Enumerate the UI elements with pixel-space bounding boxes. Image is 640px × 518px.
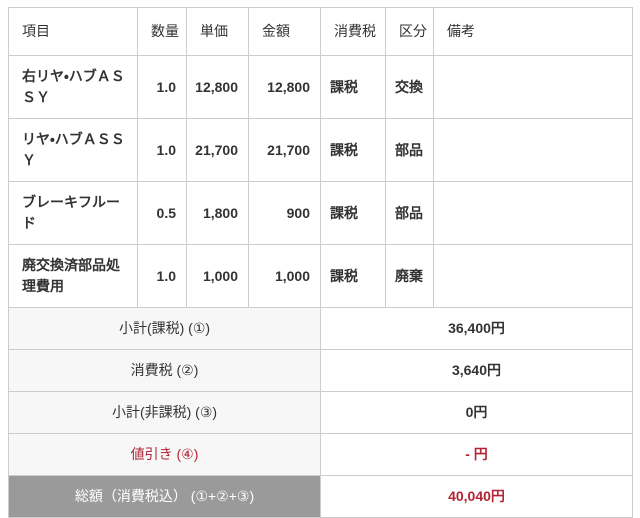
- table-row: 右リヤ・ハブＡＳＳＹ 1.0 12,800 12,800 課税 交換: [8, 55, 633, 119]
- cell-amount: 12,800: [248, 55, 321, 119]
- summary-value: - 円: [320, 433, 633, 476]
- cell-tax: 課税: [320, 181, 386, 245]
- summary-label: 値引き (④): [8, 433, 321, 476]
- invoice-table-body: 右リヤ・ハブＡＳＳＹ 1.0 12,800 12,800 課税 交換 リヤ・ハブ…: [8, 55, 633, 518]
- cell-item: ブレーキフルード: [8, 181, 138, 245]
- cell-note: [433, 181, 633, 245]
- table-row: 廃交換済部品処理費用 1.0 1,000 1,000 課税 廃棄: [8, 244, 633, 308]
- header-cell-category: 区分: [385, 7, 434, 56]
- cell-unit-price: 21,700: [186, 118, 249, 182]
- invoice-table-header: 項目 数量 単価 金額 消費税 区分 備考: [8, 7, 633, 56]
- cell-unit-price: 12,800: [186, 55, 249, 119]
- cell-tax: 課税: [320, 55, 386, 119]
- cell-amount: 900: [248, 181, 321, 245]
- cell-category: 交換: [385, 55, 434, 119]
- cell-category: 廃棄: [385, 244, 434, 308]
- header-row: 項目 数量 単価 金額 消費税 区分 備考: [8, 7, 633, 56]
- header-cell-amount: 金額: [248, 7, 321, 56]
- cell-amount: 21,700: [248, 118, 321, 182]
- cell-amount: 1,000: [248, 244, 321, 308]
- cell-category: 部品: [385, 118, 434, 182]
- invoice-table: 項目 数量 単価 金額 消費税 区分 備考 右リヤ・ハブＡＳＳＹ 1.0 12,…: [8, 7, 633, 518]
- cell-quantity: 1.0: [137, 118, 187, 182]
- cell-item: 廃交換済部品処理費用: [8, 244, 138, 308]
- header-cell-tax: 消費税: [320, 7, 386, 56]
- header-cell-unit-price: 単価: [186, 7, 249, 56]
- cell-category: 部品: [385, 181, 434, 245]
- header-cell-quantity: 数量: [137, 7, 187, 56]
- cell-tax: 課税: [320, 244, 386, 308]
- summary-label: 総額（消費税込） (①+②+③): [8, 475, 321, 518]
- summary-label: 消費税 (②): [8, 349, 321, 392]
- summary-row-consumption-tax: 消費税 (②) 3,640円: [8, 349, 633, 392]
- summary-row-subtotal-taxable: 小計(課税) (①) 36,400円: [8, 307, 633, 350]
- header-cell-item: 項目: [8, 7, 138, 56]
- header-cell-note: 備考: [433, 7, 633, 56]
- cell-note: [433, 118, 633, 182]
- cell-unit-price: 1,000: [186, 244, 249, 308]
- cell-quantity: 0.5: [137, 181, 187, 245]
- summary-row-grand-total: 総額（消費税込） (①+②+③) 40,040円: [8, 475, 633, 518]
- invoice-page: 項目 数量 単価 金額 消費税 区分 備考 右リヤ・ハブＡＳＳＹ 1.0 12,…: [8, 7, 633, 518]
- cell-item: 右リヤ・ハブＡＳＳＹ: [8, 55, 138, 119]
- summary-value: 0円: [320, 391, 633, 434]
- summary-row-subtotal-nontaxable: 小計(非課税) (③) 0円: [8, 391, 633, 434]
- cell-item: リヤ・ハブＡＳＳＹ: [8, 118, 138, 182]
- summary-value: 36,400円: [320, 307, 633, 350]
- summary-label: 小計(課税) (①): [8, 307, 321, 350]
- cell-quantity: 1.0: [137, 244, 187, 308]
- table-row: ブレーキフルード 0.5 1,800 900 課税 部品: [8, 181, 633, 245]
- cell-quantity: 1.0: [137, 55, 187, 119]
- summary-value: 3,640円: [320, 349, 633, 392]
- table-row: リヤ・ハブＡＳＳＹ 1.0 21,700 21,700 課税 部品: [8, 118, 633, 182]
- cell-note: [433, 55, 633, 119]
- cell-tax: 課税: [320, 118, 386, 182]
- cell-note: [433, 244, 633, 308]
- summary-label: 小計(非課税) (③): [8, 391, 321, 434]
- cell-unit-price: 1,800: [186, 181, 249, 245]
- summary-row-discount: 値引き (④) - 円: [8, 433, 633, 476]
- summary-value: 40,040円: [320, 475, 633, 518]
